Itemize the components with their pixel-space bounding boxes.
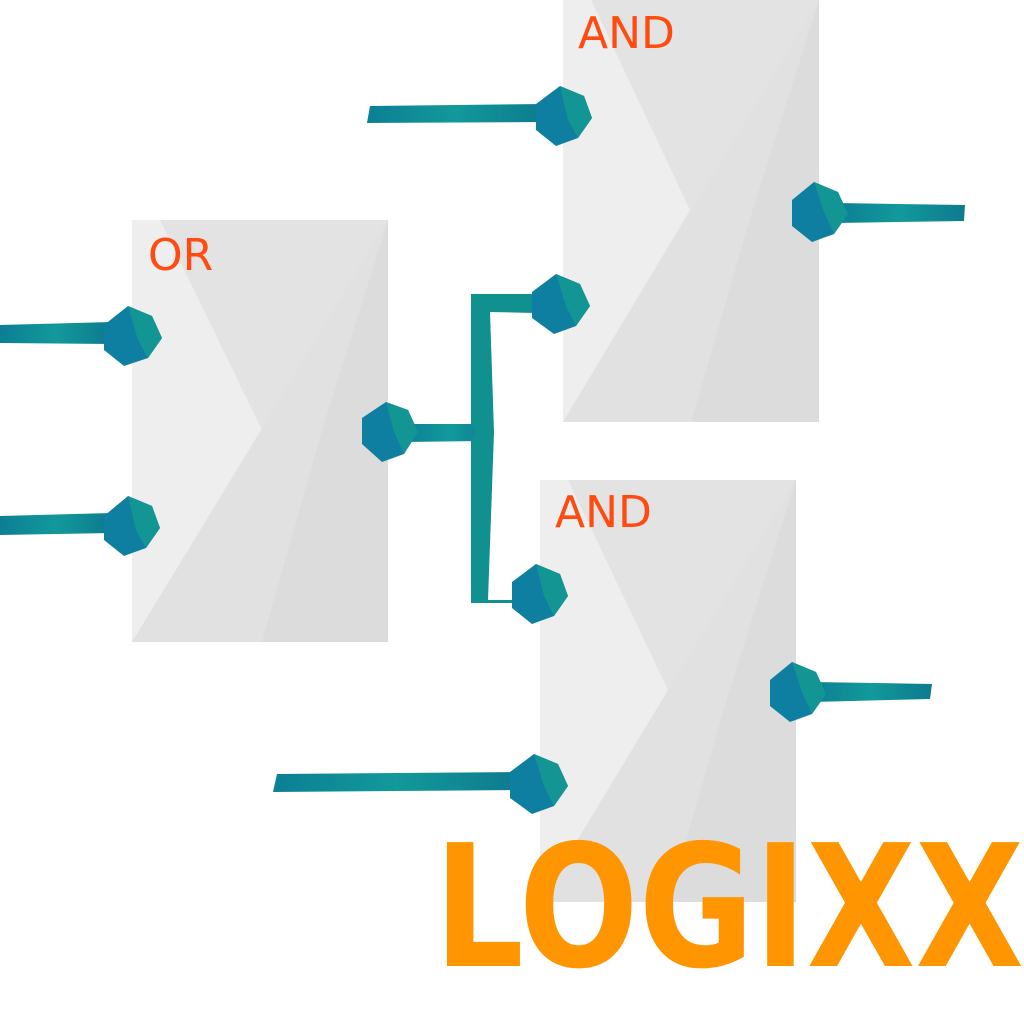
and-gate-bottom-facet-center [540, 480, 796, 902]
and-gate-top-facet-center [563, 0, 819, 422]
pin-and-bottom-input-2 [510, 754, 568, 814]
and-gate-top-label: AND [578, 8, 675, 59]
pin-and-top-input-2 [532, 274, 590, 334]
wire-or-input-1 [0, 322, 112, 344]
pins [104, 86, 848, 814]
wire-branch [471, 294, 535, 603]
and-gate-bottom-label: AND [555, 487, 652, 538]
pin-or-input-2 [104, 496, 160, 556]
and-gate-top: AND [563, 0, 819, 422]
wires [0, 104, 965, 792]
and-gate-top-facet-right [691, 0, 819, 422]
wire-and-bottom-input-2 [273, 772, 520, 792]
or-gate: OR [132, 220, 388, 642]
brand-wordmark: LOGIXX [434, 809, 1024, 1007]
and-gate-bottom: AND [540, 480, 796, 902]
wire-and-bottom-output [812, 682, 932, 702]
and-gate-top-facet-left [563, 0, 690, 422]
pin-and-top-output [792, 182, 848, 242]
and-gate-bottom-facet-left [540, 480, 668, 902]
wire-and-top-output [836, 203, 965, 223]
or-gate-label: OR [148, 230, 213, 281]
wire-and-top-input-1 [367, 104, 545, 123]
pin-or-output [362, 402, 418, 462]
wire-or-input-2 [0, 513, 112, 535]
and-gate-bottom-facet-right [668, 480, 796, 902]
pin-and-top-input-1 [536, 86, 592, 146]
pin-or-input-1 [104, 306, 162, 366]
pin-and-bottom-input-1 [512, 564, 568, 624]
or-gate-facet-left [132, 220, 262, 642]
or-gate-facet-center [132, 220, 388, 642]
wire-or-output [405, 424, 494, 442]
or-gate-facet-right [262, 220, 388, 642]
pin-and-bottom-output [770, 662, 826, 722]
